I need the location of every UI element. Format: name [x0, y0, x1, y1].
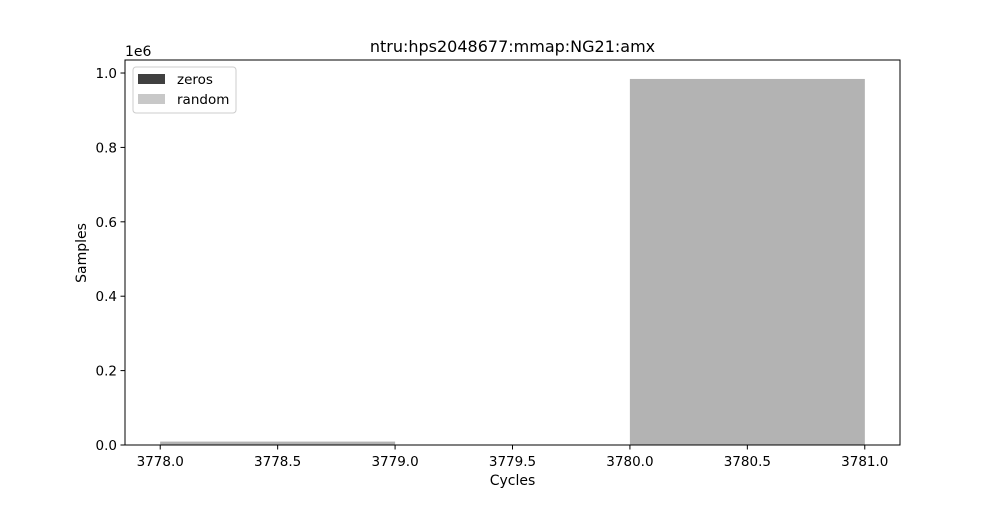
y-axis-label: Samples: [74, 223, 90, 283]
histogram-bar-random: [160, 441, 396, 445]
ticks-layer: 3778.0 3778.5 3779.0 3779.5 3780.0 3780.5 3781…: [96, 66, 889, 470]
legend-swatch-zeros: [138, 74, 165, 84]
x-tick-label: 3781.0: [841, 454, 888, 470]
y-tick-label: 0.8: [96, 140, 117, 156]
x-axis-label: Cycles: [490, 473, 536, 489]
x-tick-label: 3779.0: [371, 454, 418, 470]
y-scale-offset-label: 1e6: [125, 44, 152, 60]
chart-title: ntru:hps2048677:mmap:NG21:amx: [370, 37, 655, 56]
x-tick-label: 3779.5: [489, 454, 536, 470]
x-tick-label: 3778.0: [137, 454, 184, 470]
legend-swatch-random: [138, 94, 165, 104]
legend-label-zeros: zeros: [177, 72, 213, 88]
bars-layer: [160, 78, 865, 446]
y-tick-label: 0.0: [96, 438, 117, 454]
y-tick-label: 0.6: [96, 215, 117, 231]
histogram-bar-random: [629, 78, 865, 446]
y-tick-label: 0.2: [96, 364, 117, 380]
y-tick-label: 1.0: [96, 66, 117, 82]
legend-label-random: random: [177, 92, 229, 108]
x-tick-label: 3780.5: [724, 454, 771, 470]
x-tick-label: 3778.5: [254, 454, 301, 470]
legend: zeros random: [132, 66, 237, 114]
plot-frame: [124, 59, 901, 446]
y-tick-label: 0.4: [96, 289, 117, 305]
x-tick-label: 3780.0: [606, 454, 653, 470]
